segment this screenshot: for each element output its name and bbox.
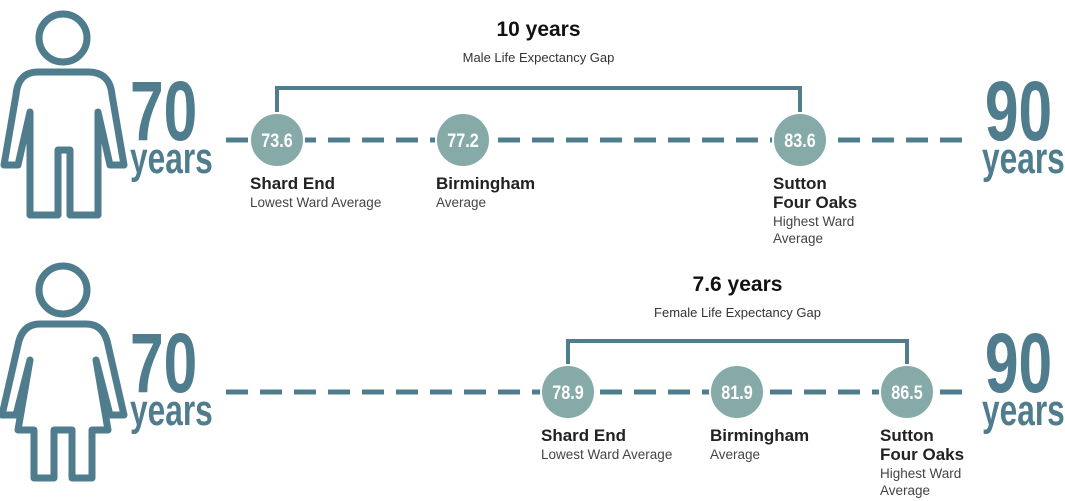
scale-unit: years xyxy=(982,134,1065,183)
value-circle xyxy=(435,112,491,168)
place-description: Average xyxy=(436,195,486,210)
place-description: Average xyxy=(710,447,760,462)
value-circle xyxy=(249,112,305,168)
place-description: Highest Ward xyxy=(880,466,961,481)
scale-number: 90 xyxy=(985,316,1052,410)
value-text: 78.9 xyxy=(552,382,584,404)
gap-bracket xyxy=(275,86,802,112)
value-group: 77.2 xyxy=(447,130,479,152)
gap-title: 10 years xyxy=(496,18,580,41)
gap-bracket xyxy=(566,339,909,364)
place-name: Sutton xyxy=(773,174,827,193)
value-group: 78.9 xyxy=(552,382,584,404)
value-group: 81.9 xyxy=(721,382,753,404)
place-name: Sutton xyxy=(880,426,934,445)
value-text: 83.6 xyxy=(784,130,816,152)
scale-number: 90 xyxy=(985,64,1052,158)
value-text: 73.6 xyxy=(261,130,293,152)
place-description: Highest Ward xyxy=(773,214,854,229)
place-name: Birmingham xyxy=(436,174,535,193)
scale-unit: years xyxy=(982,386,1065,435)
value-text: 77.2 xyxy=(447,130,479,152)
value-circle xyxy=(772,112,828,168)
value-circle xyxy=(540,364,596,420)
value-group: 83.6 xyxy=(784,130,816,152)
value-text: 81.9 xyxy=(721,382,753,404)
place-description: Lowest Ward Average xyxy=(250,195,381,210)
place-description: Average xyxy=(773,231,823,246)
value-text: 86.5 xyxy=(891,382,923,404)
value-circle xyxy=(709,364,765,420)
gap-label: Male Life Expectancy Gap xyxy=(463,50,615,65)
gap-title: 7.6 years xyxy=(693,273,783,296)
place-name: Four Oaks xyxy=(773,193,857,212)
scale-unit: years xyxy=(130,134,213,183)
place-name: Shard End xyxy=(541,426,626,445)
place-name: Four Oaks xyxy=(880,445,964,464)
place-name: Shard End xyxy=(250,174,335,193)
female-icon xyxy=(0,262,128,482)
gap-label: Female Life Expectancy Gap xyxy=(654,305,821,320)
scale-number: 70 xyxy=(130,64,197,158)
place-description: Lowest Ward Average xyxy=(541,447,672,462)
scale-unit: years xyxy=(130,386,213,435)
place-description: Average xyxy=(880,483,930,498)
scale-number: 70 xyxy=(130,316,197,410)
place-name: Birmingham xyxy=(710,426,809,445)
value-group: 73.6 xyxy=(261,130,293,152)
value-group: 86.5 xyxy=(891,382,923,404)
male-icon xyxy=(0,10,128,219)
value-circle xyxy=(879,364,935,420)
